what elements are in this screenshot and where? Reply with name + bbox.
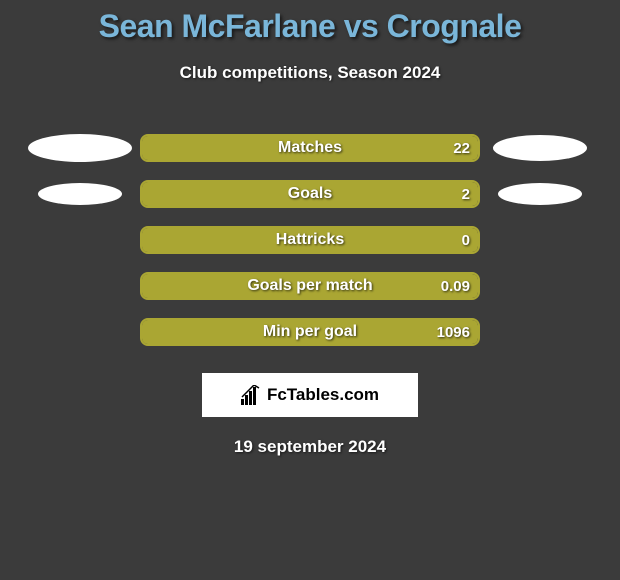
stat-bar: Hattricks0 [140,226,480,254]
stat-bar: Matches22 [140,134,480,162]
player-ellipse-right [493,135,587,161]
stat-value-right: 0.09 [441,274,470,298]
stat-label: Min per goal [142,320,478,344]
comparison-infographic: Sean McFarlane vs Crognale Club competit… [0,0,620,457]
left-ellipse-col [20,134,140,162]
stat-row: Matches22 [0,125,620,171]
stat-value-right: 2 [462,182,470,206]
stat-bar: Goals2 [140,180,480,208]
stat-bar: Goals per match0.09 [140,272,480,300]
left-ellipse-col [20,183,140,205]
right-ellipse-col [480,135,600,161]
date-text: 19 september 2024 [0,437,620,457]
stat-row: Hattricks0 [0,217,620,263]
stat-row: Goals per match0.09 [0,263,620,309]
stat-label: Goals [142,182,478,206]
stat-bar: Min per goal1096 [140,318,480,346]
brand-box: FcTables.com [202,373,418,417]
brand-chart-icon [241,385,263,405]
stat-label: Matches [142,136,478,160]
stat-value-right: 1096 [437,320,470,344]
page-title: Sean McFarlane vs Crognale [0,8,620,45]
stat-row: Min per goal1096 [0,309,620,355]
player-ellipse-left [38,183,122,205]
brand-text: FcTables.com [267,385,379,405]
stat-label: Goals per match [142,274,478,298]
stat-rows: Matches22 Goals2 Hattricks0 Goals per match… [0,125,620,355]
player-ellipse-left [28,134,132,162]
stat-value-right: 22 [453,136,470,160]
player-ellipse-right [498,183,582,205]
stat-value-right: 0 [462,228,470,252]
stat-label: Hattricks [142,228,478,252]
subtitle: Club competitions, Season 2024 [0,63,620,83]
right-ellipse-col [480,183,600,205]
stat-row: Goals2 [0,171,620,217]
